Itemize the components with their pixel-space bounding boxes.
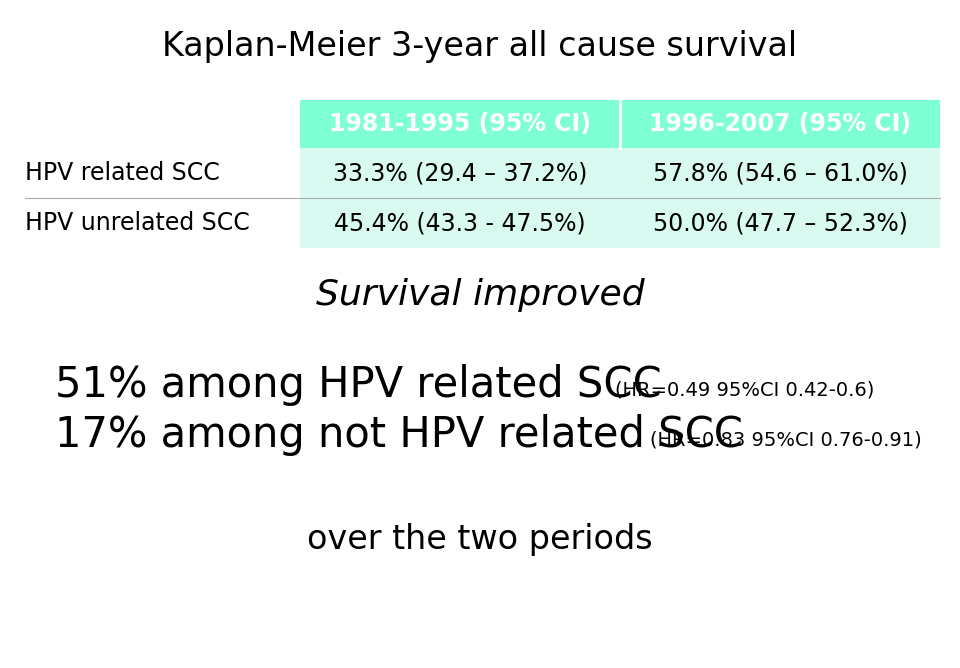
Bar — [300, 100, 940, 148]
Text: Kaplan-Meier 3-year all cause survival: Kaplan-Meier 3-year all cause survival — [162, 30, 798, 63]
Text: 1996-2007 (95% CI): 1996-2007 (95% CI) — [649, 112, 911, 136]
Text: 33.3% (29.4 – 37.2%): 33.3% (29.4 – 37.2%) — [333, 161, 588, 185]
Text: 45.4% (43.3 - 47.5%): 45.4% (43.3 - 47.5%) — [334, 211, 586, 235]
Text: 50.0% (47.7 – 52.3%): 50.0% (47.7 – 52.3%) — [653, 211, 907, 235]
Text: 1981-1995 (95% CI): 1981-1995 (95% CI) — [329, 112, 591, 136]
Bar — [300, 148, 940, 198]
Text: Survival improved: Survival improved — [316, 278, 644, 312]
Bar — [300, 198, 940, 248]
Text: (HR=0.83 95%CI 0.76-0.91): (HR=0.83 95%CI 0.76-0.91) — [650, 430, 922, 450]
Text: 17% among not HPV related SCC: 17% among not HPV related SCC — [55, 414, 756, 456]
Text: 51% among HPV related SCC: 51% among HPV related SCC — [55, 364, 675, 406]
Text: over the two periods: over the two periods — [307, 524, 653, 556]
Text: HPV unrelated SCC: HPV unrelated SCC — [25, 211, 250, 235]
Text: 57.8% (54.6 – 61.0%): 57.8% (54.6 – 61.0%) — [653, 161, 907, 185]
Text: (HR=0.49 95%CI 0.42-0.6): (HR=0.49 95%CI 0.42-0.6) — [615, 381, 875, 399]
Text: HPV related SCC: HPV related SCC — [25, 161, 220, 185]
